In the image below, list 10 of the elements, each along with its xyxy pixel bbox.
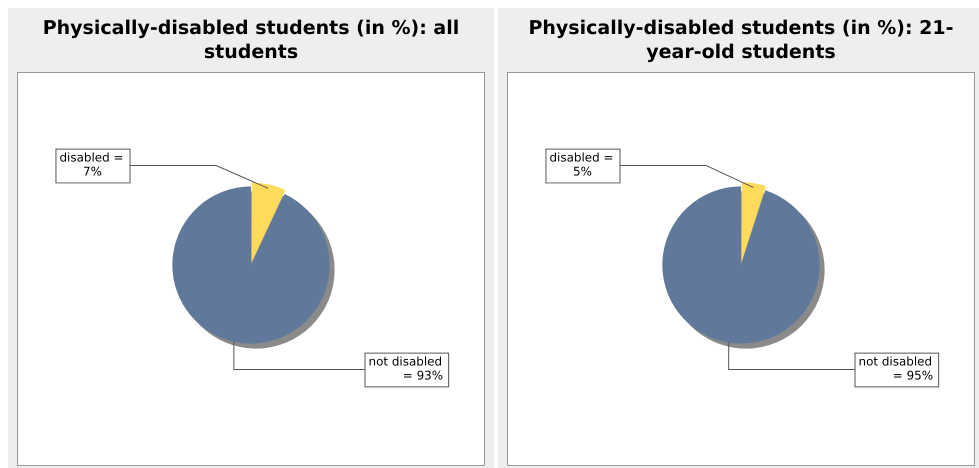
slice-label: not disabled xyxy=(368,354,442,369)
slice-label: disabled = xyxy=(549,150,614,165)
slice-label: disabled = xyxy=(59,150,124,165)
data-label: = 95% xyxy=(892,368,934,383)
data-label: 7% xyxy=(83,164,102,179)
chart-title: Physically-disabled students (in %): all students xyxy=(42,16,460,65)
data-label: = 93% xyxy=(402,368,444,383)
slice-label: not disabled xyxy=(858,354,932,369)
data-label: 5% xyxy=(573,164,592,179)
chart-title: Physically-disabled students (in %): 21-year-old students xyxy=(527,16,955,65)
